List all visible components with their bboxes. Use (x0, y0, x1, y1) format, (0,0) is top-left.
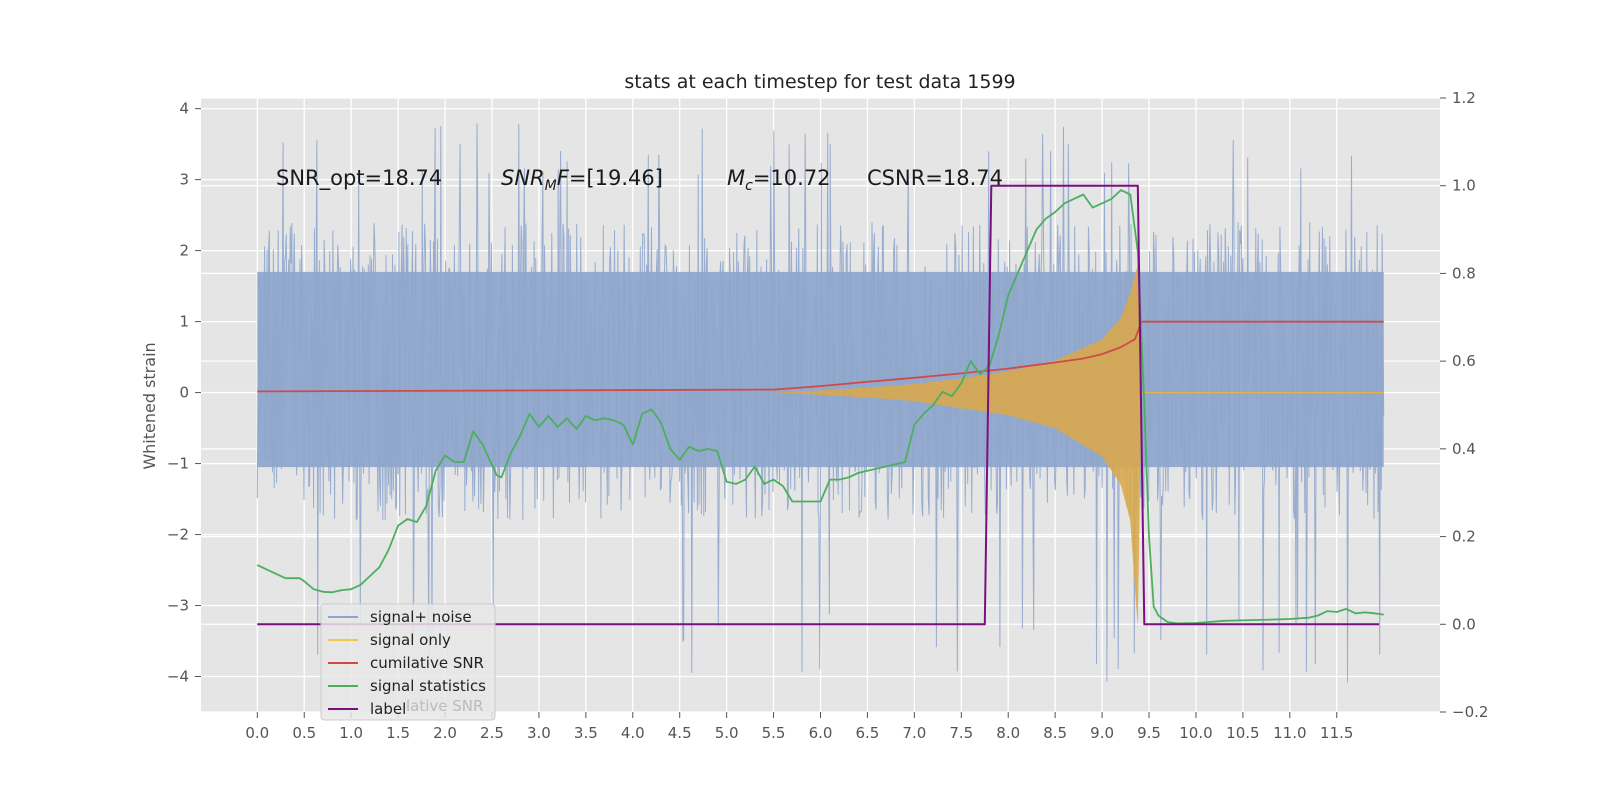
chart-title: stats at each timestep for test data 159… (624, 71, 1015, 93)
x-tick-label: 1.0 (339, 724, 363, 742)
left-tick-label: 4 (179, 100, 189, 118)
line-series (256, 184, 1384, 626)
snr-mf-rest: F (557, 166, 570, 190)
annotation-snr-mf: SNRMF=[19.46] (501, 166, 663, 194)
legend-box (320, 603, 496, 721)
left-tick-label: 3 (179, 171, 189, 189)
x-tick-label: 11.5 (1320, 724, 1353, 742)
x-tick-label: 10.5 (1226, 724, 1259, 742)
left-tick-label: 2 (179, 242, 189, 260)
x-tick-label: 9.0 (1090, 724, 1114, 742)
left-y-axis: 4 3 2 1 0 −1 −2 −3 −4 (167, 100, 201, 686)
x-tick-label: 11.0 (1273, 724, 1306, 742)
snr-mf-value: =[19.46] (569, 166, 663, 190)
left-tick-label: 0 (179, 384, 189, 402)
x-tick-label: 4.5 (668, 724, 692, 742)
right-tick-label: 1.0 (1452, 177, 1476, 195)
x-tick-label: 5.0 (715, 724, 739, 742)
legend-label: signal+ noise (370, 608, 472, 626)
right-tick-label: 0.6 (1452, 352, 1476, 370)
x-tick-label: 1.5 (386, 724, 410, 742)
x-tick-label: 0.0 (245, 724, 269, 742)
x-tick-label: 5.5 (762, 724, 786, 742)
x-tick-label: 4.0 (621, 724, 645, 742)
x-tick-label: 7.5 (949, 724, 973, 742)
mc-value: =10.72 (753, 166, 831, 190)
x-tick-label: 2.5 (480, 724, 504, 742)
x-tick-label: 3.0 (527, 724, 551, 742)
left-tick-label: −3 (167, 597, 189, 615)
x-tick-label: 10.0 (1179, 724, 1212, 742)
left-tick-label: −4 (167, 668, 189, 686)
right-y-axis: 1.2 1.0 0.8 0.6 0.4 0.2 0.0 −0.2 (1440, 89, 1488, 721)
x-tick-label: 9.5 (1137, 724, 1161, 742)
x-tick-label: 8.0 (996, 724, 1020, 742)
legend-label: signal only (370, 631, 451, 649)
x-tick-label: 8.5 (1043, 724, 1067, 742)
right-tick-label: 0.8 (1452, 264, 1476, 282)
right-tick-label: 0.2 (1452, 528, 1476, 546)
annotation-snr-opt: SNR_opt=18.74 (276, 166, 442, 191)
x-tick-label: 6.0 (809, 724, 833, 742)
signal-noise-series (256, 123, 1385, 683)
legend: lative SNR signal+ noise signal only cumil… (320, 603, 496, 721)
mc-sub: c (745, 178, 753, 194)
x-tick-label: 7.0 (902, 724, 926, 742)
x-tick-label: 0.5 (292, 724, 316, 742)
x-axis: 0.0 0.5 1.0 1.5 2.0 2.5 3.0 3.5 4.0 4.5 5.0 5.5 6.0 6… (245, 712, 1353, 742)
snr-mf-main: SNR (501, 166, 545, 190)
label-line (257, 184, 1379, 626)
legend-label: signal statistics (370, 677, 486, 695)
legend-ghost-text: lative SNR (406, 697, 483, 715)
y-axis-label: Whitened strain (140, 342, 159, 469)
right-tick-label: −0.2 (1452, 703, 1488, 721)
right-tick-label: 0.0 (1452, 615, 1476, 633)
cumilative-snr-line (257, 320, 1384, 393)
left-tick-label: −1 (167, 455, 189, 473)
right-tick-label: 1.2 (1452, 89, 1476, 107)
x-tick-label: 6.5 (856, 724, 880, 742)
signal-only-series (773, 264, 1384, 627)
legend-label: cumilative SNR (370, 654, 484, 672)
annotation-mc: Mc=10.72 (727, 166, 831, 194)
snr-mf-sub: M (545, 178, 557, 194)
left-tick-label: −2 (167, 526, 189, 544)
right-tick-label: 0.4 (1452, 440, 1476, 458)
noise-trace (256, 123, 1385, 683)
mc-main: M (727, 166, 745, 190)
x-tick-label: 2.0 (433, 724, 457, 742)
legend-entries: signal+ noise signal only cumilative SNR si… (328, 608, 486, 718)
left-tick-label: 1 (179, 313, 189, 331)
legend-label: label (370, 700, 406, 718)
x-tick-label: 3.5 (574, 724, 598, 742)
annotation-csnr: CSNR=18.74 (867, 166, 1003, 190)
